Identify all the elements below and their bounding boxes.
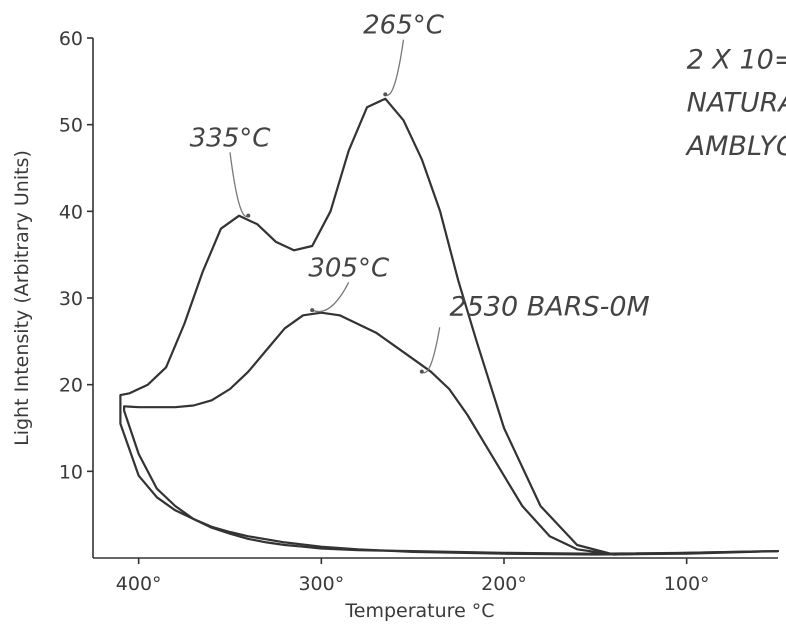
axes xyxy=(92,38,778,559)
x-tick-label: 300° xyxy=(298,573,344,595)
x-tick-label: 200° xyxy=(481,573,527,595)
annotation-leader xyxy=(229,152,249,218)
x-axis-title: Temperature °C xyxy=(344,600,494,622)
y-tick-label: 60 xyxy=(59,28,83,50)
x-tick-label: 400° xyxy=(116,573,162,595)
leader-arrowhead xyxy=(383,92,388,97)
annotation-label: 305°C xyxy=(308,253,390,283)
annotation-leader xyxy=(384,39,405,96)
annotation-label: 265°C xyxy=(363,11,445,41)
y-axis-title: Light Intensity (Arbitrary Units) xyxy=(11,150,33,446)
x-ticks: 400° 300° 200° 100° xyxy=(116,558,710,595)
leader-arrowhead xyxy=(419,369,424,374)
y-tick-label: 30 xyxy=(59,288,83,310)
leader-arrowhead xyxy=(310,308,315,313)
annotation-leaders xyxy=(229,39,441,374)
annotation-label: 335°C xyxy=(190,123,272,153)
y-ticks: 10 20 30 40 50 60 xyxy=(59,28,93,483)
y-tick-label: 50 xyxy=(59,115,83,137)
y-tick-label: 20 xyxy=(59,375,83,397)
y-tick-label: 10 xyxy=(59,461,83,483)
annotation-label: 2530 BARS-0M xyxy=(449,291,649,322)
annotations: 265°C 335°C 305°C 2530 BARS-0M 2 X 10=9 NATUR… xyxy=(190,11,786,323)
annotation-label: AMBLYGONITE xyxy=(685,131,786,162)
annotation-label: 2 X 10=9 xyxy=(687,44,786,75)
y-tick-label: 40 xyxy=(59,201,83,223)
annotation-label: NATURAL xyxy=(687,88,786,119)
leader-arrowhead xyxy=(246,213,251,218)
curves xyxy=(119,97,780,556)
glow-curve-2 xyxy=(123,311,780,556)
glow-curve-1 xyxy=(119,97,780,556)
x-tick-label: 100° xyxy=(664,573,710,595)
annotation-leader xyxy=(311,282,350,313)
